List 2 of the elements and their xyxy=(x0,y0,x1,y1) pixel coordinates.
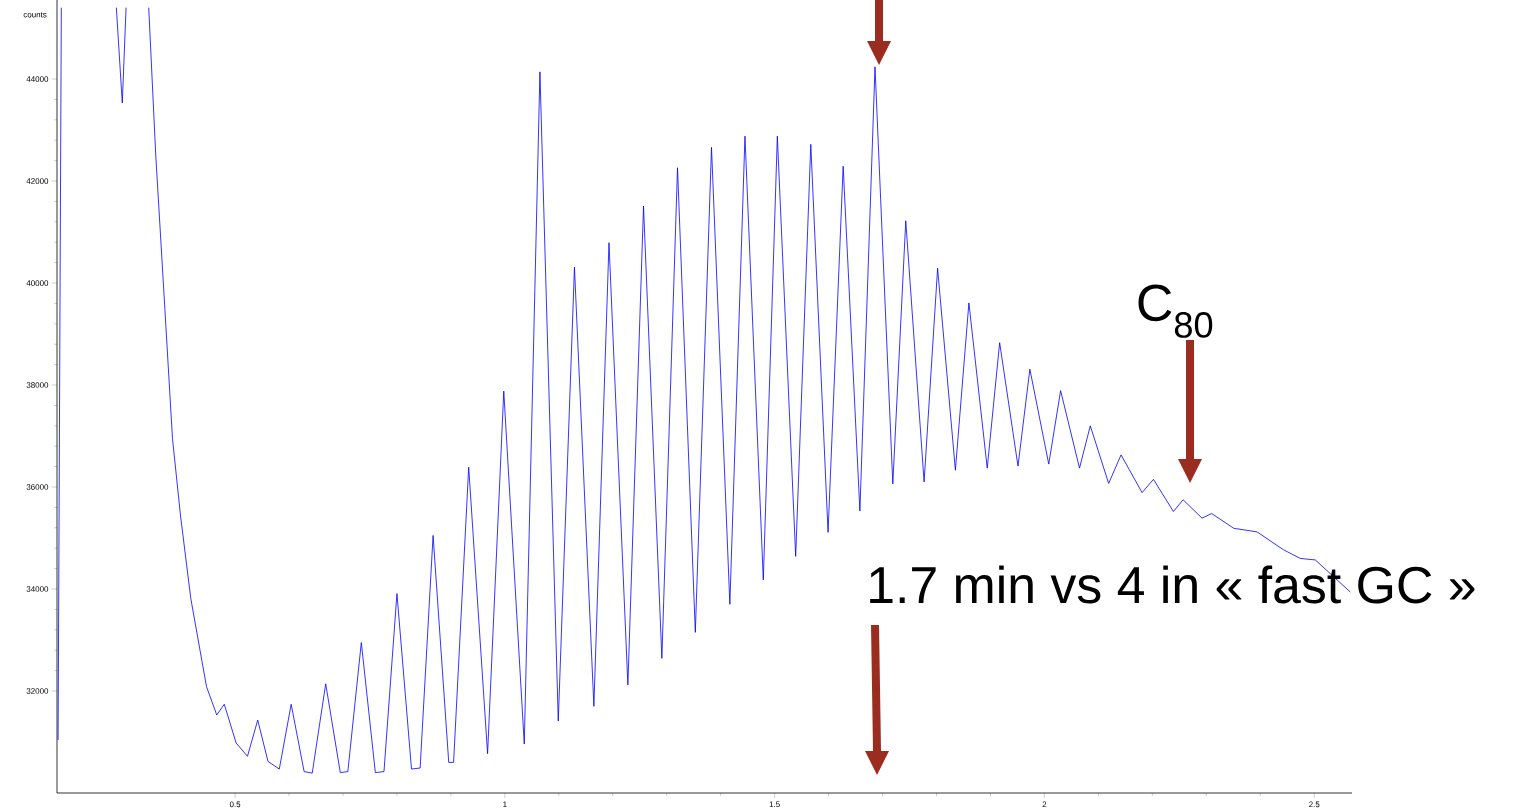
annotation: C$_{80}$ xyxy=(1138,284,1213,338)
annotation: 1.7 min vs 4 in « fast GC » xyxy=(870,565,1475,604)
